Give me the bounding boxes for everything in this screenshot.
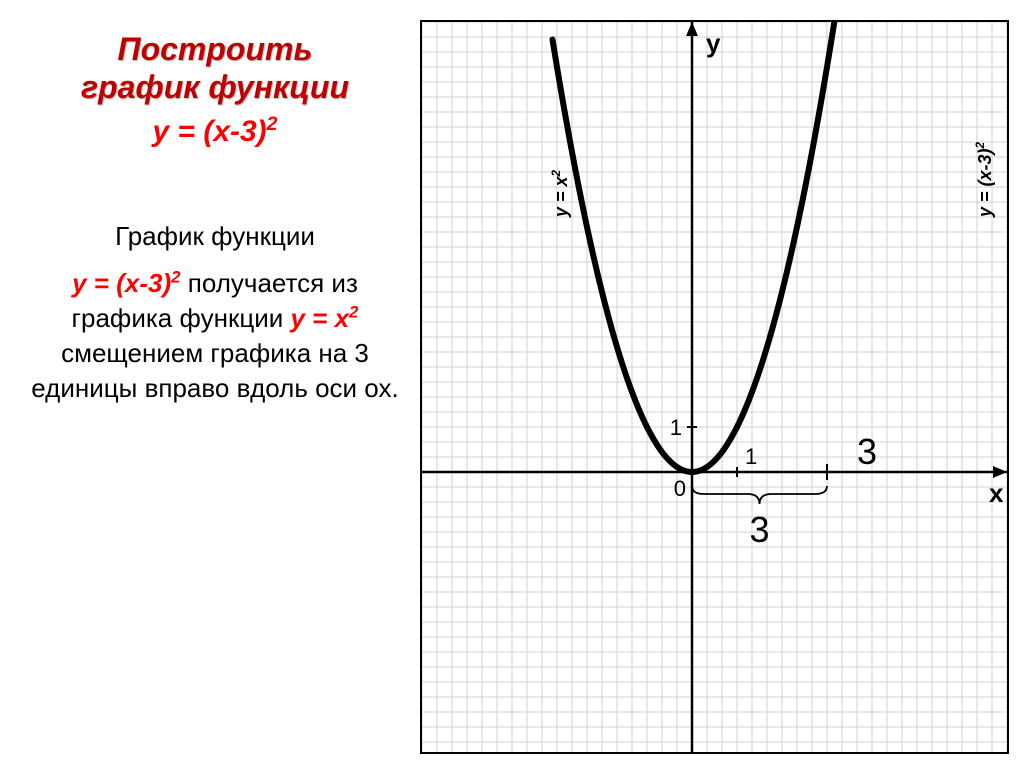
graph-area: у х 0 1 1 3 3 y = x2 y = (x-3)2 (420, 20, 1009, 754)
explain-formula2: y = x2 (290, 303, 358, 333)
left-panel: Построить график функции y = (x-3)2 Граф… (20, 30, 410, 406)
svg-text:0: 0 (674, 476, 686, 501)
svg-text:у: у (706, 28, 721, 58)
svg-text:1: 1 (745, 444, 757, 469)
formula-prefix: y = (x-3) (152, 115, 266, 148)
explain-body: y = (x-3)2 получается из графика функции… (20, 266, 410, 406)
explain-block: График функции y = (x-3)2 получается из … (20, 219, 410, 406)
title-block: Построить график функции y = (x-3)2 (20, 30, 410, 149)
graph-svg: у х 0 1 1 3 3 (422, 22, 1007, 752)
curve1-label: y = x2 (550, 170, 572, 217)
explain-line1: График функции (20, 219, 410, 254)
svg-text:1: 1 (670, 415, 682, 440)
title-line2: график функции (20, 68, 410, 106)
title-line1: Построить (20, 30, 410, 68)
svg-text:х: х (989, 478, 1004, 508)
svg-text:3: 3 (857, 431, 877, 472)
svg-text:3: 3 (749, 509, 769, 550)
curve2-label: y = (x-3)2 (974, 142, 996, 217)
explain-mid2: смещением графика на 3 единицы вправо вд… (31, 338, 398, 403)
title-formula: y = (x-3)2 (20, 113, 410, 149)
explain-formula1: y = (x-3)2 (72, 268, 188, 298)
formula-sup: 2 (267, 113, 278, 135)
